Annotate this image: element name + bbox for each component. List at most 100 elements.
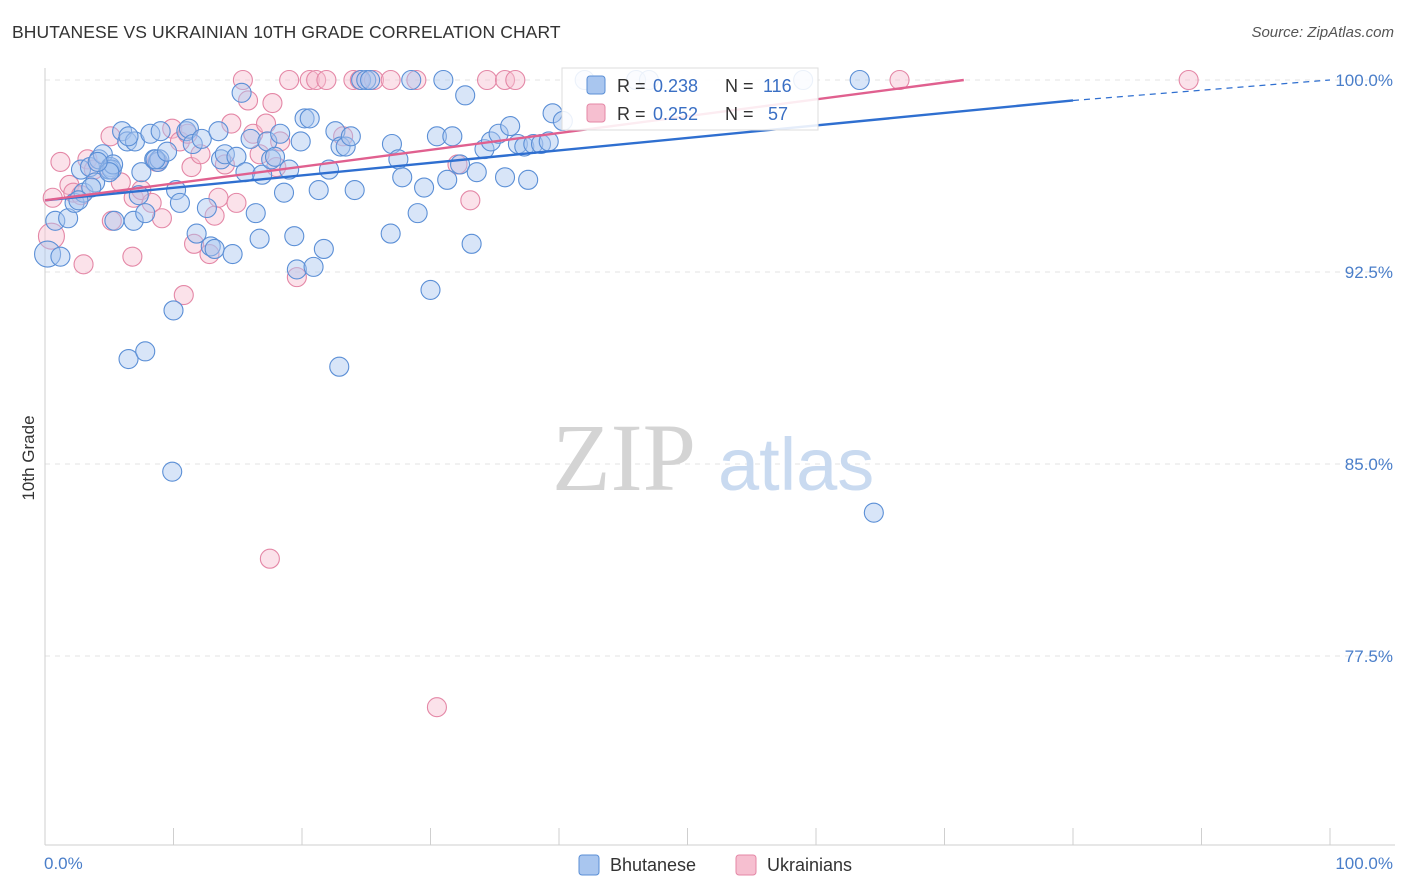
- bottom-legend-swatch-bhutanese[interactable]: [578, 854, 600, 876]
- legend-r-label-bhutanese: R =: [617, 76, 651, 96]
- bhutanese-point: [191, 128, 212, 149]
- axis-layer: [44, 68, 1395, 846]
- points-ukrainians: [37, 69, 1199, 718]
- ukrainian-point: [141, 192, 162, 213]
- bhutanese-point: [270, 123, 291, 144]
- bhutanese-point: [325, 121, 346, 142]
- bhutanese-point: [135, 341, 156, 362]
- y-tick-label-77-5: 77.5%: [1345, 647, 1393, 666]
- ukrainian-point: [505, 69, 526, 91]
- ukrainian-point: [226, 192, 247, 213]
- chart-source: Source: ZipAtlas.com: [1251, 24, 1394, 41]
- bhutanese-point: [104, 210, 125, 231]
- bhutanese-point: [261, 149, 282, 170]
- bhutanese-point: [442, 126, 463, 147]
- bottom-legend-label-bhutanese[interactable]: Bhutanese: [610, 855, 696, 875]
- ukrainian-point: [173, 284, 194, 306]
- bhutanese-point: [335, 136, 356, 157]
- ukrainian-point: [316, 69, 337, 91]
- ukrainian-point: [221, 113, 242, 134]
- legend-box: R = 0.238 N = 116 R = 0.252 N = 57: [561, 67, 819, 131]
- bhutanese-point: [284, 226, 305, 247]
- ukrainian-point: [1178, 69, 1199, 91]
- legend-n-label-ukrainians: N =: [725, 104, 759, 124]
- bhutanese-point: [240, 128, 261, 149]
- bhutanese-point: [264, 146, 286, 167]
- bhutanese-point: [118, 348, 139, 370]
- bhutanese-point: [313, 238, 334, 260]
- bhutanese-point: [330, 136, 351, 157]
- bhutanese-point: [329, 356, 350, 377]
- ukrainian-point: [262, 92, 283, 114]
- legend-r-value-ukrainians: 0.252: [653, 104, 698, 124]
- bhutanese-point: [494, 167, 516, 188]
- ukrainian-point: [426, 697, 447, 718]
- x-tick-label-max: 100.0%: [1335, 854, 1393, 873]
- bhutanese-point: [426, 126, 447, 147]
- ukrainian-point: [259, 548, 280, 569]
- bottom-legend-label-ukrainians[interactable]: Ukrainians: [767, 855, 852, 875]
- bhutanese-point: [500, 116, 521, 137]
- bhutanese-point: [245, 203, 266, 224]
- bottom-legend-swatch-ukrainians[interactable]: [735, 854, 757, 876]
- ukrainian-point: [279, 69, 300, 91]
- bottom-legend: Bhutanese Ukrainians: [578, 854, 852, 876]
- bhutanese-point: [118, 126, 139, 147]
- bhutanese-point: [231, 82, 252, 103]
- bhutanese-point: [433, 69, 454, 91]
- watermark-atlas: atlas: [718, 423, 874, 506]
- bhutanese-point: [381, 133, 403, 155]
- watermark-zip: ZIP: [552, 404, 696, 511]
- bhutanese-point: [420, 279, 441, 300]
- bhutanese-point: [450, 154, 471, 175]
- bhutanese-point: [50, 246, 71, 267]
- bhutanese-point: [286, 259, 307, 280]
- bhutanese-point: [222, 244, 243, 265]
- bhutanese-point: [34, 240, 62, 268]
- bhutanese-point: [308, 180, 329, 201]
- bhutanese-point: [99, 162, 120, 183]
- bhutanese-point: [123, 210, 144, 231]
- trend-line-bhutanese: [44, 99, 1074, 202]
- bhutanese-point: [303, 256, 324, 277]
- bhutanese-point: [135, 203, 156, 224]
- bhutanese-point: [249, 228, 270, 249]
- y-axis-label: 10th Grade: [19, 415, 38, 500]
- bhutanese-point: [87, 151, 108, 172]
- bhutanese-point: [273, 182, 295, 203]
- ukrainian-point: [190, 144, 211, 165]
- bhutanese-point: [340, 126, 361, 147]
- ukrainian-point: [380, 69, 401, 91]
- ukrainian-point: [299, 69, 320, 91]
- legend-n-value-bhutanese: 116: [763, 76, 792, 96]
- bhutanese-point: [169, 192, 190, 213]
- watermark: ZIP atlas: [552, 404, 874, 511]
- bhutanese-point: [344, 180, 365, 201]
- ukrainian-point: [232, 69, 253, 91]
- y-tick-labels: 100.0% 92.5% 85.0% 77.5%: [1335, 71, 1393, 666]
- bhutanese-point: [45, 210, 66, 231]
- ukrainian-point: [286, 267, 307, 288]
- ukrainian-point: [460, 190, 481, 211]
- legend-r-value-bhutanese: 0.238: [653, 76, 698, 96]
- bhutanese-point: [466, 162, 487, 183]
- bhutanese-point: [437, 169, 458, 190]
- ukrainian-point: [494, 69, 516, 91]
- ukrainian-point: [122, 246, 143, 267]
- bhutanese-point: [518, 169, 539, 190]
- chart-title: BHUTANESE VS UKRAINIAN 10TH GRADE CORREL…: [12, 22, 561, 42]
- bhutanese-point: [163, 300, 184, 321]
- bhutanese-point: [131, 162, 152, 183]
- bhutanese-point: [162, 461, 183, 482]
- ukrainian-point: [151, 208, 172, 229]
- bhutanese-point: [145, 149, 166, 170]
- bhutanese-point: [849, 69, 870, 91]
- y-tick-label-92-5: 92.5%: [1345, 263, 1393, 282]
- ukrainian-point: [255, 113, 277, 134]
- bhutanese-point: [196, 197, 217, 219]
- bhutanese-point: [208, 121, 229, 142]
- bhutanese-point: [461, 233, 482, 254]
- bhutanese-point: [68, 190, 89, 211]
- legend-n-value-ukrainians: 57: [768, 104, 788, 124]
